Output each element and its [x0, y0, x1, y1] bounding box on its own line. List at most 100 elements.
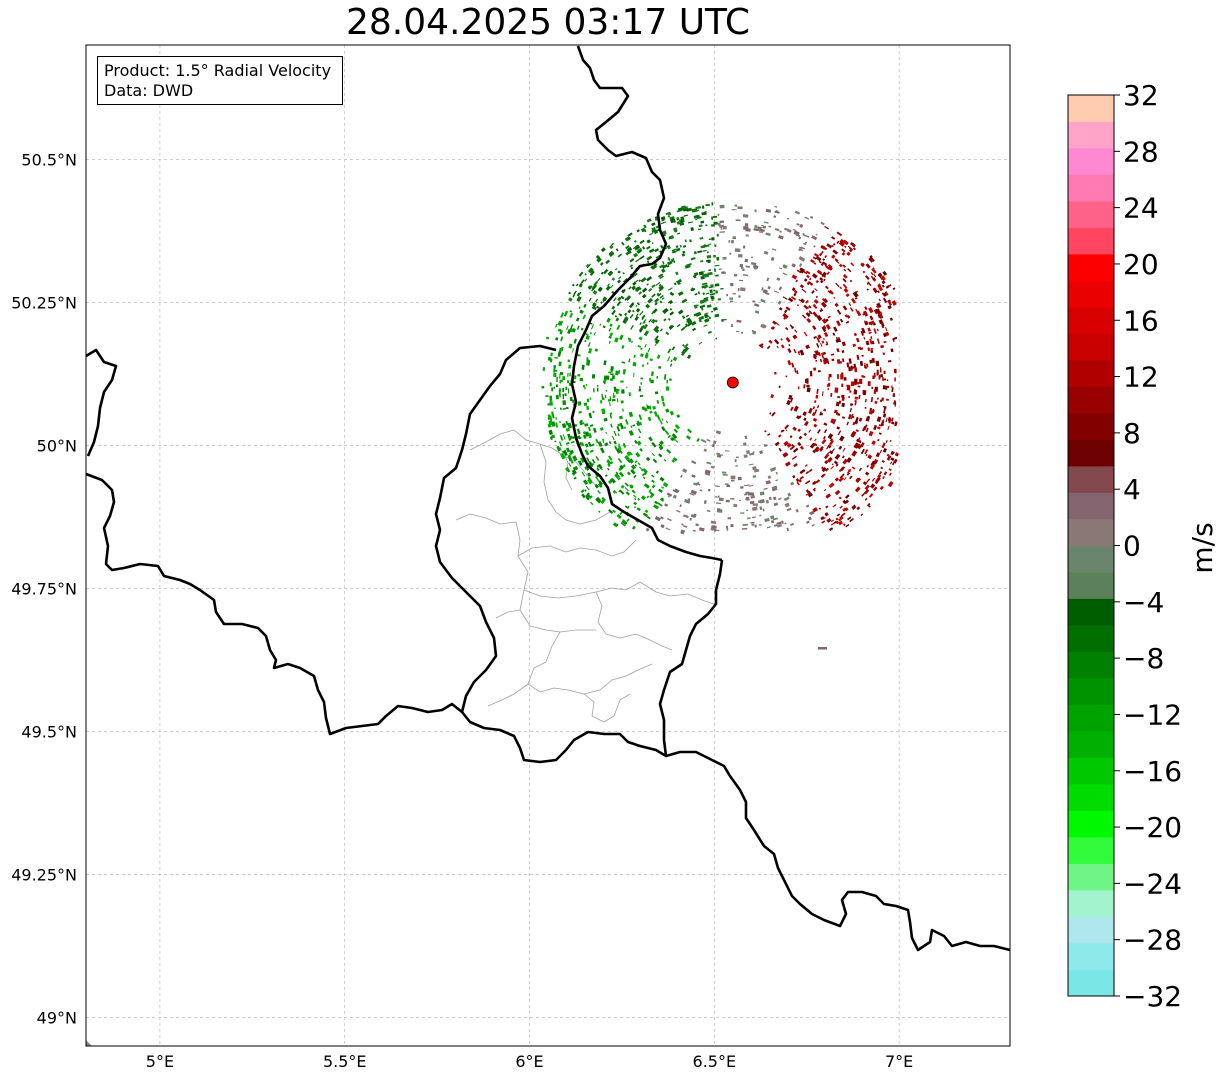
echo-cell — [636, 229, 640, 233]
echo-cell — [782, 296, 785, 299]
echo-cell — [881, 284, 885, 288]
echo-cell — [742, 268, 745, 272]
echo-cell — [656, 292, 660, 297]
echo-cell — [848, 302, 852, 307]
echo-cell — [618, 415, 624, 420]
echo-cell — [585, 384, 588, 387]
echo-cell — [656, 375, 659, 379]
border-line — [658, 559, 724, 757]
echo-cell — [669, 378, 672, 381]
echo-cell — [634, 497, 637, 501]
echo-cell — [703, 448, 708, 452]
echo-cell — [581, 471, 586, 477]
echo-cell — [711, 525, 717, 529]
echo-cell — [666, 244, 671, 250]
echo-cell — [588, 348, 593, 354]
echo-cell — [795, 233, 801, 237]
echo-cell — [639, 448, 643, 452]
admin-line — [527, 631, 653, 695]
echo-cell — [837, 374, 839, 379]
echo-cell — [567, 454, 572, 460]
echo-cell — [774, 227, 780, 232]
echo-cell — [824, 225, 830, 230]
echo-cell — [617, 303, 620, 307]
colorbar-tick-label: 28 — [1123, 135, 1159, 168]
echo-cell — [812, 443, 816, 448]
echo-cell — [685, 323, 689, 327]
echo-cell — [836, 513, 841, 517]
admin-line — [583, 693, 631, 723]
echo-cell — [666, 379, 669, 384]
echo-cell — [777, 497, 782, 501]
echo-cell — [639, 322, 642, 325]
echo-cell — [703, 324, 708, 328]
echo-cell — [833, 520, 838, 524]
echo-cell — [733, 504, 738, 507]
echo-cell — [757, 226, 762, 230]
echo-cell — [727, 517, 732, 520]
echo-cell — [793, 289, 798, 294]
echo-cell — [792, 475, 796, 479]
echo-cell — [677, 207, 684, 212]
echo-cell — [797, 428, 801, 433]
echo-cell — [630, 464, 637, 470]
echo-cell — [763, 250, 769, 255]
echo-cell — [679, 219, 685, 224]
echo-cell — [585, 485, 590, 491]
echo-cell — [646, 516, 651, 520]
echo-cell — [887, 360, 892, 363]
echo-cell — [568, 437, 572, 441]
lat-tick-label: 50.25°N — [11, 293, 77, 312]
echo-cell — [681, 523, 684, 526]
echo-cell — [619, 334, 624, 341]
echo-cell — [827, 315, 831, 319]
echo-cell — [855, 429, 859, 433]
echo-cell — [856, 354, 860, 361]
product-line: Product: 1.5° Radial Velocity — [104, 61, 332, 80]
echo-cell — [816, 269, 823, 275]
echo-cell — [837, 336, 842, 343]
echo-cell — [576, 325, 580, 330]
echo-cell — [646, 218, 652, 223]
echo-cell — [682, 468, 688, 474]
echo-cell — [842, 447, 846, 452]
echo-cell — [730, 498, 735, 500]
echo-cell — [693, 304, 698, 309]
echo-cell — [595, 298, 599, 303]
echo-cell — [717, 508, 721, 511]
echo-cell — [823, 408, 827, 412]
echo-cell — [843, 268, 847, 272]
echo-cell — [657, 502, 663, 507]
echo-cell — [786, 443, 792, 448]
echo-cell — [805, 312, 811, 318]
echo-cell — [852, 291, 859, 298]
echo-cell — [838, 496, 842, 500]
echo-cell — [630, 469, 636, 475]
echo-cell — [577, 374, 581, 377]
echo-cell — [874, 400, 878, 404]
echo-cell — [749, 452, 755, 456]
echo-cell — [841, 396, 845, 402]
echo-cell — [698, 527, 705, 532]
echo-cell — [612, 490, 617, 494]
echo-cell — [823, 331, 829, 338]
echo-cell — [714, 264, 720, 267]
echo-cell — [734, 204, 738, 207]
echo-cell — [608, 250, 614, 256]
echo-cell — [885, 417, 888, 423]
echo-cell — [876, 416, 882, 423]
echo-cell — [577, 460, 583, 466]
echo-cell — [880, 275, 886, 281]
echo-cell — [778, 447, 782, 452]
echo-cell — [879, 311, 883, 315]
echo-cell — [632, 525, 636, 530]
echo-cell — [545, 336, 549, 340]
echo-cell — [707, 488, 711, 492]
echo-cell — [747, 517, 751, 520]
echo-cell — [631, 286, 636, 291]
echo-cell — [858, 467, 863, 472]
echo-cell — [646, 255, 653, 261]
colorbar-tick-label: −32 — [1123, 980, 1182, 1013]
echo-cell — [726, 528, 729, 531]
echo-cell — [713, 289, 716, 292]
